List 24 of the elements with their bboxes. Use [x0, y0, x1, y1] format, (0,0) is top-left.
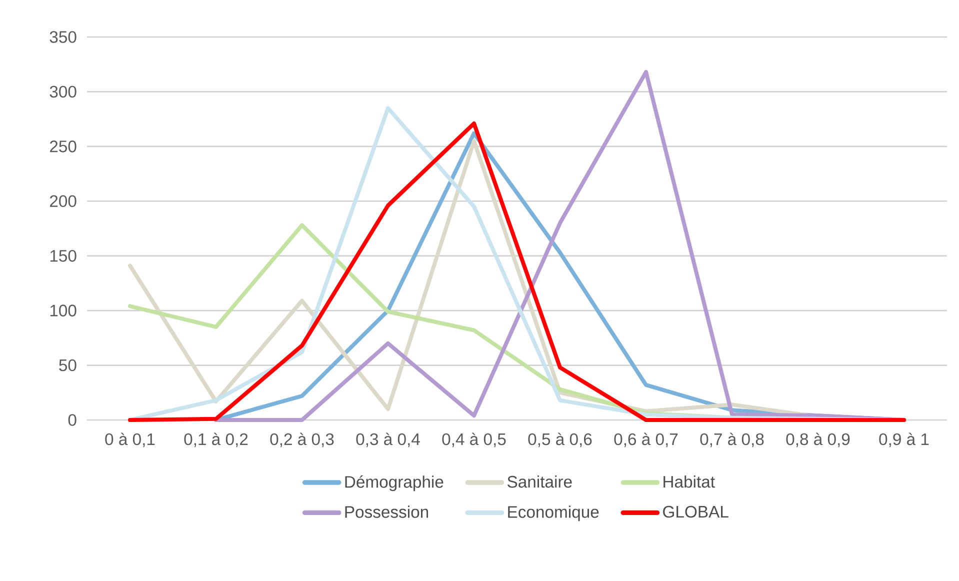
- x-tick-label: 0 à 0,1: [105, 432, 155, 448]
- y-tick-label: 150: [50, 250, 76, 262]
- x-tick-label: 0,1 à 0,2: [184, 432, 248, 448]
- x-tick-label: 0,9 à 1: [879, 432, 929, 448]
- x-tick-label: 0,8 à 0,9: [786, 432, 850, 448]
- x-tick-label: 0,4 à 0,5: [442, 432, 506, 448]
- legend-label: Démographie: [345, 475, 444, 492]
- x-tick-label: 0,7 à 0,8: [700, 432, 764, 448]
- x-tick-label: 0,2 à 0,3: [270, 432, 334, 448]
- y-tick-label: 50: [59, 359, 76, 372]
- y-tick-label: 300: [50, 86, 76, 98]
- y-tick-label: 200: [50, 195, 76, 208]
- legend-label: Economique: [508, 506, 599, 522]
- y-tick-label: 0: [68, 414, 76, 426]
- legend-label: GLOBAL: [663, 506, 728, 518]
- x-tick-label: 0,6 à 0,7: [614, 432, 678, 448]
- x-tick-label: 0,5 à 0,6: [528, 432, 592, 448]
- legend-label: Sanitaire: [508, 475, 572, 488]
- y-tick-label: 350: [50, 31, 76, 43]
- y-tick-label: 250: [50, 140, 76, 152]
- y-tick-label: 100: [50, 304, 76, 316]
- legend-label: Possession: [345, 506, 428, 518]
- x-tick-label: 0,3 à 0,4: [356, 432, 420, 448]
- legend-label: Habitat: [664, 475, 715, 488]
